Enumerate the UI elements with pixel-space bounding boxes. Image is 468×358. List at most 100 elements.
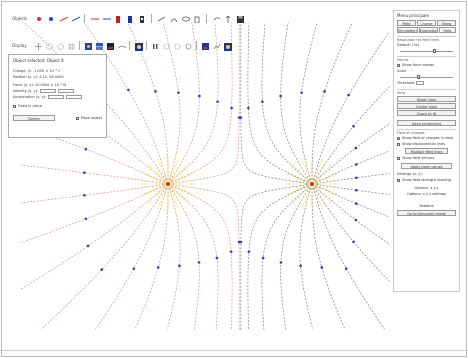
color-icon[interactable] xyxy=(185,43,192,49)
display-toolbar-label: Display xyxy=(12,43,27,48)
delete-button[interactable]: Delete xyxy=(13,115,55,121)
pause-icon[interactable] xyxy=(152,43,158,49)
field-line xyxy=(240,184,309,330)
add-line-icon[interactable] xyxy=(59,16,69,22)
tab-show[interactable]: Show xyxy=(437,20,456,26)
move-checkbox[interactable] xyxy=(75,116,79,120)
potential-checkbox[interactable] xyxy=(397,136,400,140)
magnet-blue-icon[interactable] xyxy=(127,15,133,23)
field-probe-icon[interactable] xyxy=(139,15,145,23)
reset-icon[interactable] xyxy=(163,43,170,49)
charge-glow-ray xyxy=(167,157,180,185)
ellipse-tool-icon[interactable] xyxy=(182,16,191,22)
tab-help[interactable]: Help xyxy=(438,27,456,33)
field-line-marker xyxy=(344,267,348,271)
field-line-marker xyxy=(300,91,303,94)
magnet-red-icon[interactable] xyxy=(115,15,121,23)
grid-icon[interactable] xyxy=(67,42,75,50)
field-line xyxy=(171,185,233,330)
resolution-section-title: Resolution for field lines xyxy=(397,36,456,42)
tab-simulation[interactable]: Simulation xyxy=(397,27,418,33)
apply-colors-button[interactable]: Apply color values xyxy=(401,163,452,169)
charge-glow-ray xyxy=(300,157,313,185)
density-icon[interactable] xyxy=(117,43,126,49)
redo-icon[interactable] xyxy=(225,14,231,23)
shading-checkbox[interactable] xyxy=(397,178,400,182)
reset-view-button[interactable]: Reset view xyxy=(397,96,456,102)
add-wire-icon[interactable] xyxy=(91,16,100,22)
meter-icon[interactable] xyxy=(170,16,178,22)
scale-label: Scale xyxy=(397,69,407,73)
undo-icon[interactable] xyxy=(213,16,221,22)
field-line-marker xyxy=(197,261,201,264)
color-map-icon[interactable] xyxy=(84,42,92,50)
field-line xyxy=(162,22,181,181)
field-line-marker xyxy=(215,256,219,260)
scale-slider-knob[interactable] xyxy=(417,75,421,79)
field-line xyxy=(171,22,240,184)
point-charge[interactable] xyxy=(310,182,314,186)
acceleration-input-y[interactable] xyxy=(66,95,83,99)
field-line xyxy=(314,186,391,245)
resolution-slider-knob[interactable] xyxy=(432,49,436,53)
zoom-fit-button[interactable]: Zoom to fit xyxy=(397,110,456,116)
readme-link[interactable]: Readme xyxy=(419,204,434,208)
resolution-slider[interactable] xyxy=(400,49,453,53)
vectors-icon[interactable] xyxy=(57,42,64,50)
add-wire-neg-icon[interactable] xyxy=(103,16,112,22)
tab-charge[interactable]: Charge xyxy=(417,20,436,26)
tab-examples[interactable]: Examples xyxy=(418,27,438,33)
negative-charge-icon[interactable] xyxy=(48,16,54,22)
particles-icon[interactable] xyxy=(134,42,143,51)
fullscreen-button[interactable]: Go to fullscreen mode xyxy=(397,210,456,216)
velocity-input-y[interactable] xyxy=(58,89,75,93)
field-line-marker xyxy=(352,240,355,244)
velocity-input[interactable] xyxy=(40,89,57,93)
point-charge[interactable] xyxy=(166,182,170,186)
field-line xyxy=(247,185,309,330)
equipotential-checkbox[interactable] xyxy=(397,142,400,146)
field-line-marker xyxy=(247,250,251,253)
field-line-marker xyxy=(178,264,181,268)
equipotential-icon[interactable] xyxy=(46,42,53,50)
field-line-marker xyxy=(237,240,241,244)
center-view-button[interactable]: Center view xyxy=(397,103,456,109)
toolbar-separator xyxy=(206,14,208,23)
charge-glow-ray xyxy=(147,183,169,205)
heat-icon[interactable] xyxy=(223,42,232,51)
multiple-lines-button[interactable]: Multiple field lines xyxy=(405,148,448,154)
tab-field[interactable]: Field xyxy=(397,20,416,26)
field-line-marker xyxy=(127,88,130,92)
add-line-neg-icon[interactable] xyxy=(71,16,81,22)
field-line xyxy=(83,22,168,181)
acceleration-input[interactable] xyxy=(48,95,65,99)
vectors-checkbox[interactable] xyxy=(397,156,400,160)
potential-icon[interactable] xyxy=(95,42,103,50)
settings-label: Settings (x, y): xyxy=(397,172,423,176)
field-line xyxy=(315,185,390,218)
shading-row: Show field strength shading xyxy=(397,177,456,183)
scale-slider[interactable] xyxy=(400,75,453,79)
field-line xyxy=(170,22,219,182)
forces-checkbox[interactable] xyxy=(397,63,400,67)
field-line-marker xyxy=(84,217,88,221)
screenshot-button[interactable]: Save screenshot xyxy=(397,120,456,126)
positive-charge-icon[interactable] xyxy=(36,16,42,22)
fixed-checkbox[interactable] xyxy=(13,104,16,108)
delete-icon[interactable] xyxy=(194,16,200,23)
forces-label: Show force arrows xyxy=(402,63,435,67)
voltage-icon[interactable] xyxy=(106,42,114,50)
stop-icon[interactable] xyxy=(201,42,209,50)
arrow-tool-icon[interactable] xyxy=(157,16,166,22)
charge-glow-ray xyxy=(156,157,169,185)
field-line xyxy=(240,22,309,184)
chart-icon[interactable] xyxy=(213,43,221,49)
threshold-input[interactable] xyxy=(416,81,425,85)
field-lines-icon[interactable] xyxy=(34,42,42,50)
field-line xyxy=(261,186,310,330)
zoom-icon[interactable] xyxy=(174,43,181,49)
field-line-marker xyxy=(299,264,302,268)
save-icon[interactable] xyxy=(237,15,245,23)
options-b: Options: x y z settings xyxy=(406,192,447,196)
sidebar-title: Menu principale xyxy=(397,13,429,18)
